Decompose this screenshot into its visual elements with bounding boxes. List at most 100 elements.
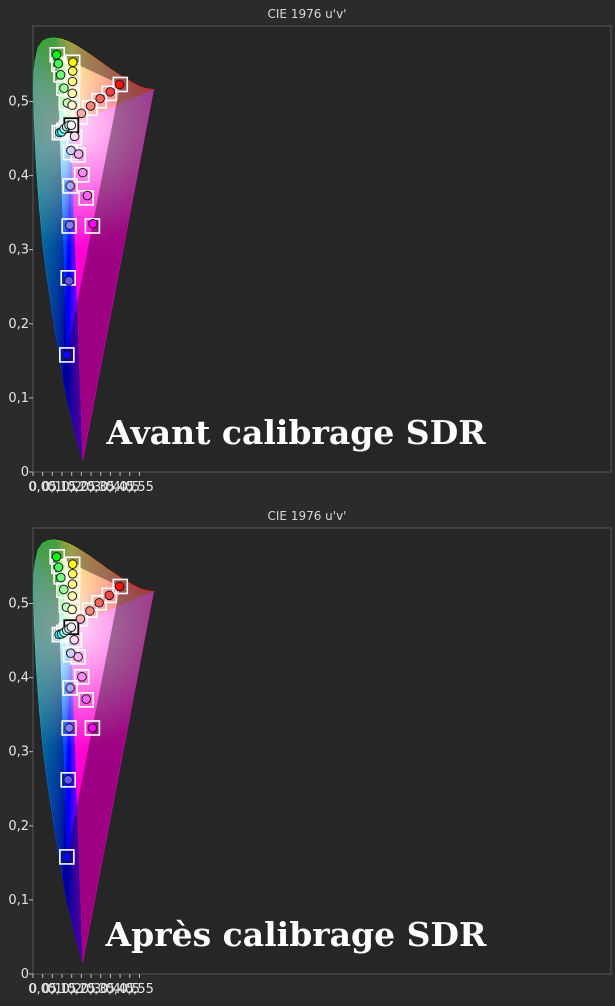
measured-point	[85, 606, 95, 616]
measured-point	[77, 672, 87, 682]
measured-point	[114, 79, 125, 90]
x-tick-label: 0,55	[125, 480, 154, 495]
y-tick-label: 0,3	[8, 243, 29, 258]
y-tick-label: 0,1	[8, 391, 29, 406]
x-tick-label: 0,45	[106, 480, 135, 495]
measured-point	[64, 723, 74, 733]
target-square	[112, 578, 129, 595]
measured-point	[95, 93, 105, 104]
target-square	[61, 218, 77, 234]
measured-point	[114, 581, 125, 592]
measured-point	[85, 101, 96, 111]
measured-point	[77, 167, 88, 178]
x-tick-label: 0,5	[119, 982, 140, 997]
chart-title: CIE 1976 u'v'	[268, 509, 347, 523]
measured-point	[76, 108, 87, 119]
measured-point	[65, 648, 76, 658]
x-tick-label: 0,1	[42, 480, 63, 495]
x-tick-label: 0,5	[119, 480, 140, 495]
measured-point	[67, 66, 78, 76]
y-tick-label: 0,2	[8, 317, 29, 332]
cie-chart-before: 00,050,10,150,20,250,30,350,40,450,50,55…	[0, 0, 615, 501]
white-point-measured	[66, 622, 77, 633]
measured-point	[67, 76, 78, 87]
measured-point	[51, 552, 62, 562]
y-tick-label: 0,5	[8, 95, 29, 110]
measured-point	[64, 220, 75, 231]
x-tick-label: 0,4	[100, 982, 121, 997]
target-square	[62, 178, 78, 194]
x-tick-label: 0,2	[61, 982, 82, 997]
measured-point	[69, 131, 80, 142]
x-tick-label: 0,2	[61, 480, 82, 495]
target-square	[72, 611, 89, 627]
target-square	[61, 720, 77, 736]
measured-point	[58, 584, 69, 595]
y-tick-label: 0,2	[8, 819, 29, 834]
measured-point	[67, 579, 78, 590]
target-square	[62, 680, 78, 696]
measured-point	[67, 569, 78, 579]
chart-panel-before: 0 0,05 0,1 0,15 0,2 0,25 0,3 0,35 0,4 0,45 0,5 0,55…	[0, 0, 615, 501]
measured-point	[81, 694, 92, 704]
measured-point	[94, 597, 104, 608]
measured-point	[73, 652, 83, 662]
measured-point	[62, 852, 72, 862]
cie-chart-after: 00,050,10,150,20,250,30,350,40,450,50,55…	[0, 502, 615, 1003]
measured-point	[67, 100, 77, 111]
measured-point	[53, 562, 64, 572]
measured-point	[69, 635, 80, 645]
x-tick-label: 0,25	[67, 480, 96, 495]
measured-point	[67, 88, 78, 99]
x-tick-label: 0	[29, 982, 37, 997]
measured-point	[68, 57, 78, 68]
measured-point	[67, 559, 78, 570]
target-square	[59, 347, 75, 363]
white-point-measured	[66, 120, 77, 131]
target-square	[60, 772, 77, 788]
measured-point	[105, 87, 116, 97]
target-square	[78, 692, 95, 708]
x-tick-label: 0,05	[28, 982, 57, 997]
target-square	[73, 669, 90, 685]
measured-point	[55, 70, 66, 80]
measured-point	[65, 683, 75, 693]
measured-point	[59, 83, 69, 93]
x-tick-label: 0,3	[81, 982, 102, 997]
measured-point	[53, 58, 64, 69]
measured-point	[73, 149, 84, 159]
chart-title: CIE 1976 u'v'	[268, 7, 347, 21]
target-square	[82, 602, 98, 618]
measured-point	[66, 145, 76, 156]
x-tick-label: 0,35	[86, 982, 115, 997]
measured-point	[82, 190, 93, 201]
x-tick-label: 0,25	[67, 982, 96, 997]
measured-point	[67, 591, 78, 601]
chart-caption: Après calibrage SDR	[105, 915, 488, 954]
y-tick-label: 0	[21, 465, 29, 480]
measured-point	[56, 572, 66, 583]
target-square	[112, 76, 129, 93]
y-tick-label: 0,4	[8, 169, 29, 184]
measured-point	[51, 50, 62, 60]
y-tick-label: 0,5	[8, 597, 29, 612]
measured-point	[65, 181, 75, 191]
y-tick-label: 0	[21, 967, 29, 982]
x-tick-label: 0,3	[81, 480, 102, 495]
y-tick-label: 0,3	[8, 745, 29, 760]
x-tick-label: 0,15	[48, 982, 77, 997]
x-tick-label: 0,35	[86, 480, 115, 495]
target-square	[84, 720, 101, 736]
chart-panel-after: 0 0,05 0,1 0,15 0,2 0,25 0,3 0,35 0,4 0,45 0,5 0,55…	[0, 502, 615, 1003]
x-tick-label: 0,1	[42, 982, 63, 997]
x-tick-label: 0,45	[106, 982, 135, 997]
x-tick-label: 0,4	[100, 480, 121, 495]
measured-point	[64, 276, 74, 286]
measured-point	[87, 723, 98, 733]
target-square	[73, 167, 90, 183]
x-tick-label: 0,55	[125, 982, 154, 997]
x-tick-label: 0	[29, 480, 37, 495]
measured-point	[88, 218, 98, 229]
chart-caption: Avant calibrage SDR	[105, 413, 486, 452]
x-tick-label: 0,15	[48, 480, 77, 495]
